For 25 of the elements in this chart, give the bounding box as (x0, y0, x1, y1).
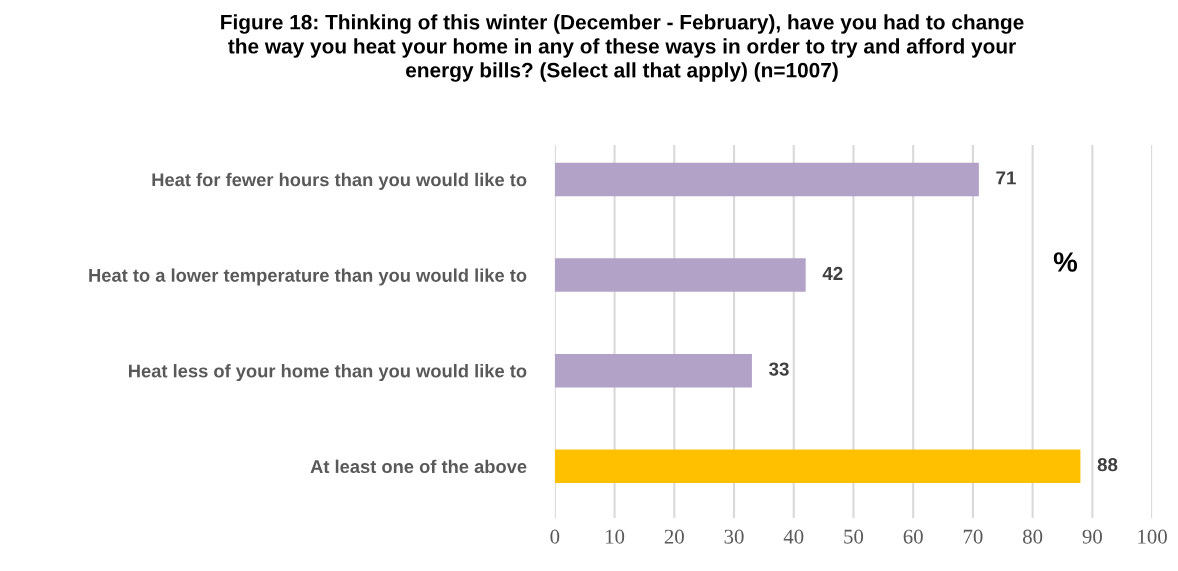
y-tick-label: At least one of the above (310, 459, 527, 474)
bar (554, 353, 752, 388)
x-tick-label: 60 (903, 529, 923, 544)
data-label: 88 (1097, 458, 1118, 472)
annotation: % (1053, 252, 1078, 272)
x-tick-label: 70 (963, 529, 983, 544)
data-label: 71 (996, 171, 1016, 185)
x-tick-label: 40 (783, 529, 804, 544)
x-tick-label: 10 (605, 529, 625, 544)
x-tick-label: 90 (1082, 529, 1102, 544)
bar (554, 162, 979, 197)
chart-title: Figure 18: Thinking of this winter (December - February), have you had to change the way you heat your home in any of these ways in order to try and afford your energy bills? (Select all that apply) (n=1007) (221, 14, 1024, 82)
x-tick-label: 20 (664, 529, 684, 544)
bar (554, 449, 1081, 483)
bar (554, 258, 806, 292)
y-tick-label: Heat less of your home than you would like to (129, 364, 527, 382)
x-tick-label: 100 (1138, 529, 1167, 544)
data-label: 42 (822, 266, 843, 280)
data-label: 33 (769, 362, 789, 376)
y-tick-label: Heat to a lower temperature than you would like to (89, 268, 527, 286)
x-tick-label: 80 (1023, 529, 1043, 544)
x-tick-label: 0 (550, 529, 560, 544)
y-tick-label: Heat for fewer hours than you would like to (152, 172, 527, 190)
x-tick-label: 30 (724, 529, 744, 544)
x-tick-label: 50 (844, 529, 864, 544)
